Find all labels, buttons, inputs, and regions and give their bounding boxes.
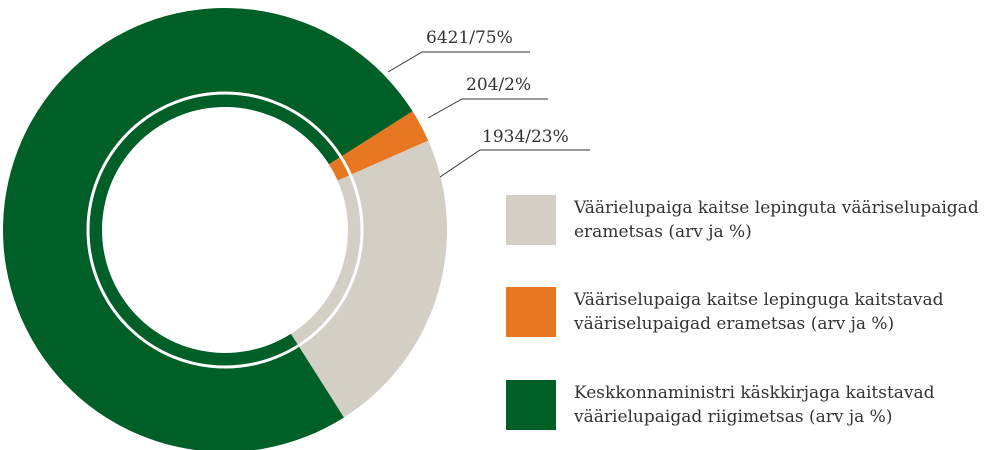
legend-swatch <box>506 287 556 337</box>
donut-slice <box>290 140 448 418</box>
data-label: 1934/23% <box>482 127 569 147</box>
legend-item: Väärielupaiga kaitse lepinguta vääriselu… <box>506 195 996 245</box>
donut-slice <box>3 8 413 450</box>
leader-line <box>387 51 530 73</box>
donut-slice <box>328 111 429 181</box>
legend-item: Vääriselupaiga kaitse lepinguga kaitstav… <box>506 287 996 337</box>
data-label: 6421/75% <box>426 28 513 48</box>
legend-swatch <box>506 380 556 430</box>
legend-label: Vääriselupaiga kaitse lepinguga kaitstav… <box>574 290 944 334</box>
leader-line <box>427 98 548 119</box>
data-label: 204/2% <box>466 75 531 95</box>
legend-label: Väärielupaiga kaitse lepinguta vääriselu… <box>574 198 979 242</box>
legend-swatch <box>506 195 556 245</box>
legend-item: Keskkonnaministri käskkirjaga kaitstavad… <box>506 380 996 430</box>
inner-line <box>103 108 347 352</box>
legend-label: Keskkonnaministri käskkirjaga kaitstavad… <box>574 383 935 427</box>
leader-line <box>439 149 590 178</box>
ring-separator <box>86 91 364 369</box>
